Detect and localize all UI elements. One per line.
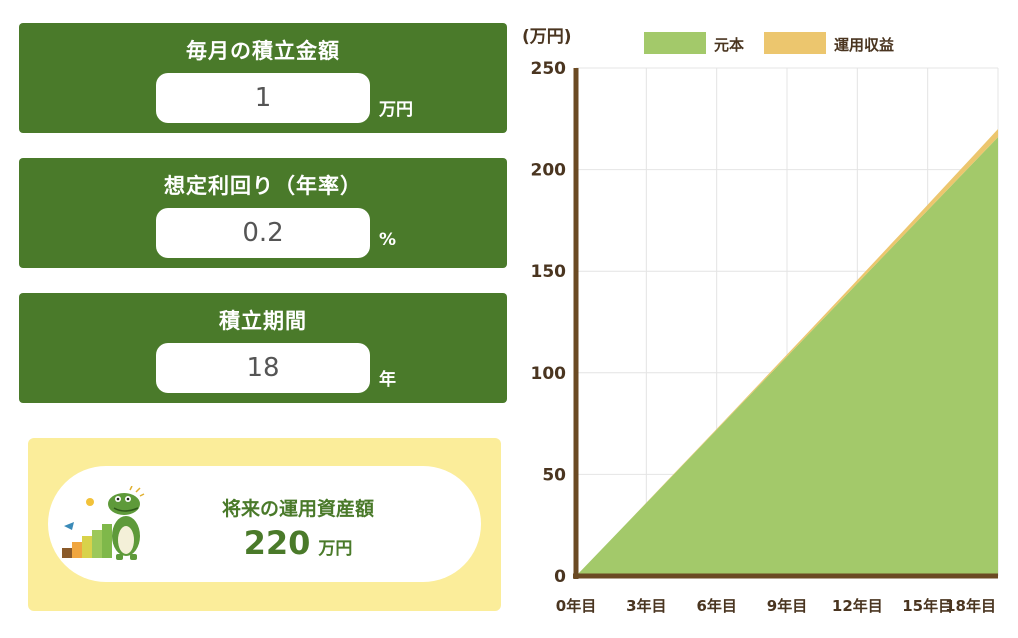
x-tick-label: 0年目 [556, 597, 596, 615]
result-pill: 将来の運用資産額 220 万円 [48, 466, 481, 582]
axes [573, 68, 998, 579]
y-tick-label: 100 [531, 364, 567, 384]
legend-swatch [644, 32, 706, 54]
y-tick-label: 50 [542, 465, 566, 485]
period-input[interactable] [156, 343, 370, 393]
y-unit-label: (万円) [522, 27, 572, 47]
result-value-wrap: 220 万円 [158, 524, 438, 562]
result-box: 将来の運用資産額 220 万円 [28, 438, 501, 611]
y-tick-label: 150 [531, 262, 567, 282]
y-tick-label: 200 [531, 161, 567, 181]
x-tick-label: 12年目 [832, 597, 883, 615]
result-unit: 万円 [318, 539, 353, 559]
legend-label: 元本 [714, 36, 744, 54]
result-value: 220 [243, 524, 311, 562]
x-tick-label: 9年目 [767, 597, 807, 615]
monthly-amount-input[interactable] [156, 73, 370, 123]
period-unit: 年 [379, 370, 396, 390]
x-tick-label: 18年目 [945, 597, 996, 615]
x-tick-label: 15年目 [902, 597, 953, 615]
legend: 元本 運用収益 [644, 32, 894, 54]
legend-swatch [764, 32, 826, 54]
annual-rate-panel: 想定利回り（年率） % [19, 158, 507, 268]
period-label: 積立期間 [219, 309, 307, 333]
annual-rate-label: 想定利回り（年率） [164, 174, 362, 198]
x-tick-label: 6年目 [696, 597, 736, 615]
y-tick-label: 250 [531, 59, 567, 79]
crocodile-mascot-icon [62, 486, 145, 560]
result-label: 将来の運用資産額 [221, 498, 374, 520]
period-panel: 積立期間 年 [19, 293, 507, 403]
monthly-amount-unit: 万円 [379, 100, 413, 120]
monthly-amount-label: 毎月の積立金額 [186, 39, 340, 63]
x-tick-label: 3年目 [626, 597, 666, 615]
monthly-amount-panel: 毎月の積立金額 万円 [19, 23, 507, 133]
y-tick-label: 0 [554, 567, 566, 587]
area-layer [576, 128, 998, 576]
annual-rate-unit: % [379, 230, 397, 250]
annual-rate-input[interactable] [156, 208, 370, 258]
legend-label: 運用収益 [834, 36, 894, 54]
